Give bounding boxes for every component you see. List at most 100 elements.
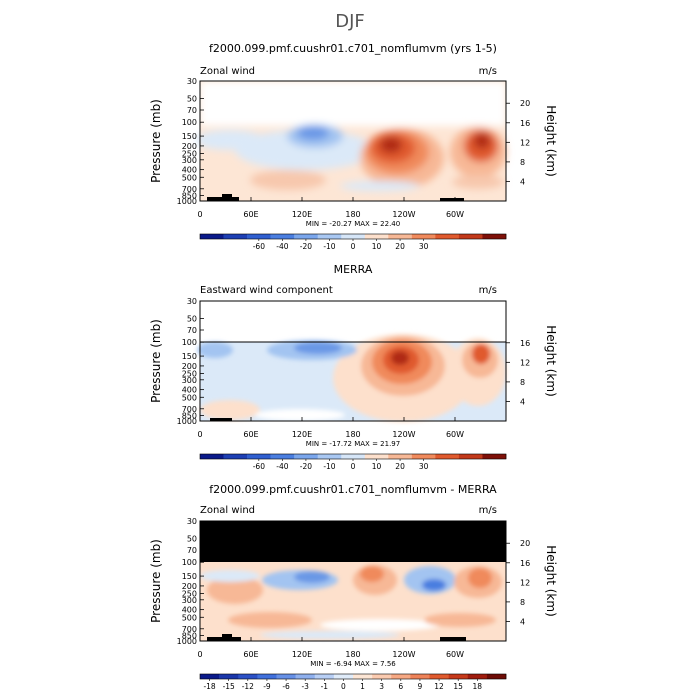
pressure-tick-label: 400: [182, 166, 197, 175]
colorbar-swatch: [435, 234, 460, 239]
height-tick-label: 4: [520, 617, 525, 626]
panel-3-ylabel: Pressure (mb): [149, 539, 163, 623]
lon-tick-label: 120E: [292, 430, 312, 439]
colorbar-swatch: [247, 454, 271, 459]
panel-3-ylabel-right: Height (km): [544, 545, 558, 616]
colorbar-label: -3: [301, 682, 309, 691]
height-tick-label: 12: [520, 138, 530, 147]
lon-tick-label: 60E: [243, 650, 258, 659]
lon-tick-label: 180: [345, 430, 360, 439]
pressure-tick-label: 100: [182, 338, 197, 347]
colorbar-label: 0: [341, 682, 346, 691]
colorbar-swatch: [372, 674, 392, 679]
colorbar-swatch: [458, 234, 483, 239]
colorbar-label: 6: [398, 682, 403, 691]
height-tick-label: 4: [520, 177, 525, 186]
colorbar-swatch: [295, 674, 316, 679]
colorbar-swatch: [314, 674, 335, 679]
pressure-tick-label: 30: [187, 517, 197, 526]
colorbar-swatch: [364, 454, 389, 459]
height-tick-label: 16: [520, 559, 530, 568]
height-tick-label: 20: [520, 99, 530, 108]
colorbar-label: 20: [395, 242, 405, 251]
colorbar-swatch: [429, 674, 449, 679]
colorbar-swatch: [294, 454, 318, 459]
lon-tick-label: 60E: [243, 430, 258, 439]
colorbar-swatch: [482, 234, 507, 239]
colorbar-swatch: [411, 454, 436, 459]
height-tick-label: 16: [520, 119, 530, 128]
panel-2-title: MERRA: [334, 263, 373, 276]
colorbar-swatch: [486, 674, 507, 679]
figure-title: DJF: [335, 11, 365, 32]
panel-1-colorbar: -60 -40 -20 -10 0 10 20 30: [199, 233, 507, 251]
colorbar-label: -60: [253, 242, 265, 251]
lon-tick-label: 60E: [243, 210, 258, 219]
panel-1: f2000.099.pmf.cuushr01.c701_nomflumvm (y…: [149, 42, 558, 251]
height-tick-label: 8: [520, 378, 525, 387]
colorbar-label: -9: [263, 682, 271, 691]
lon-tick-label: 120E: [292, 650, 312, 659]
pressure-tick-label: 100: [182, 118, 197, 127]
panel-3-variable: Zonal wind: [200, 505, 255, 516]
colorbar-label: 20: [395, 462, 405, 471]
colorbar-label: 30: [419, 242, 429, 251]
panel-2-ylabel: Pressure (mb): [149, 319, 163, 403]
colorbar-label: 1: [360, 682, 365, 691]
colorbar-swatch: [410, 674, 430, 679]
pressure-tick-label: 250: [182, 590, 197, 599]
height-tick-label: 4: [520, 397, 525, 406]
pressure-tick-label: 850: [182, 631, 197, 640]
panel-3: f2000.099.pmf.cuushr01.c701_nomflumvm - …: [149, 483, 558, 691]
colorbar-frame: [199, 673, 507, 680]
panel-2-height-ticks: 16 12 8 4: [506, 339, 530, 406]
pressure-tick-label: 400: [182, 606, 197, 615]
panel-2: MERRA Eastward wind component m/s Pressu…: [149, 263, 558, 471]
pressure-tick-label: 850: [182, 191, 197, 200]
colorbar-swatch: [353, 674, 373, 679]
colorbar-swatch: [223, 234, 248, 239]
panel-2-contours: [197, 334, 506, 422]
colorbar-swatch: [388, 234, 413, 239]
colorbar-label: -12: [242, 682, 254, 691]
lon-tick-label: 180: [345, 650, 360, 659]
pressure-tick-label: 850: [182, 411, 197, 420]
colorbar-swatch: [364, 234, 389, 239]
lon-tick-label: 120W: [392, 210, 415, 219]
colorbar-swatch: [391, 674, 411, 679]
panel-1-units: m/s: [479, 66, 497, 77]
panel-2-plot: [197, 300, 507, 422]
colorbar-label: -6: [282, 682, 290, 691]
panel-3-missing-region: [200, 521, 506, 562]
panel-3-topography: [440, 637, 466, 641]
pressure-tick-label: 30: [187, 297, 197, 306]
colorbar-swatch: [270, 454, 295, 459]
colorbar-swatch: [219, 674, 239, 679]
colorbar-label: 3: [379, 682, 384, 691]
colorbar-label: -1: [321, 682, 329, 691]
lon-tick-label: 0: [197, 650, 202, 659]
colorbar-label: 12: [434, 682, 444, 691]
colorbar-swatch: [448, 674, 469, 679]
colorbar-swatch: [333, 674, 354, 679]
colorbar-swatch: [257, 674, 277, 679]
panel-3-stats: MIN = -6.94 MAX = 7.56: [310, 660, 396, 668]
colorbar-swatch: [317, 234, 342, 239]
colorbar-label: 10: [372, 462, 382, 471]
colorbar-label: 18: [473, 682, 483, 691]
pressure-tick-label: 500: [182, 173, 197, 182]
colorbar-swatch: [317, 454, 342, 459]
colorbar-label: 9: [418, 682, 423, 691]
lon-tick-label: 120W: [392, 430, 415, 439]
colorbar-swatch: [223, 454, 248, 459]
pressure-tick-label: 70: [187, 326, 197, 335]
panel-1-lon-ticks: 0 60E 120E 180 120W 60W: [197, 197, 464, 219]
panel-3-title: f2000.099.pmf.cuushr01.c701_nomflumvm - …: [209, 483, 497, 496]
pressure-tick-label: 500: [182, 393, 197, 402]
pressure-tick-label: 400: [182, 386, 197, 395]
colorbar-label: 0: [351, 242, 356, 251]
panel-1-ylabel-right: Height (km): [544, 105, 558, 176]
colorbar-swatch: [458, 454, 483, 459]
